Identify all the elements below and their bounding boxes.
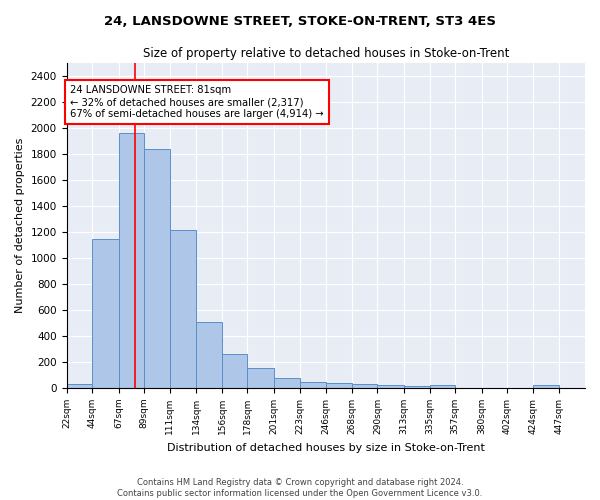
Bar: [196, 322, 222, 388]
Bar: [299, 382, 326, 388]
X-axis label: Distribution of detached houses by size in Stoke-on-Trent: Distribution of detached houses by size …: [167, 442, 485, 452]
Bar: [377, 385, 404, 388]
Bar: [404, 386, 430, 388]
Bar: [352, 384, 377, 388]
Bar: [247, 368, 274, 388]
Bar: [222, 354, 247, 388]
Bar: [430, 386, 455, 388]
Text: 24 LANSDOWNE STREET: 81sqm
← 32% of detached houses are smaller (2,317)
67% of s: 24 LANSDOWNE STREET: 81sqm ← 32% of deta…: [70, 86, 323, 118]
Bar: [67, 384, 92, 388]
Y-axis label: Number of detached properties: Number of detached properties: [15, 138, 25, 313]
Bar: [144, 149, 170, 388]
Bar: [533, 385, 559, 388]
Bar: [326, 382, 352, 388]
Title: Size of property relative to detached houses in Stoke-on-Trent: Size of property relative to detached ho…: [143, 48, 509, 60]
Bar: [92, 238, 119, 388]
Text: 24, LANSDOWNE STREET, STOKE-ON-TRENT, ST3 4ES: 24, LANSDOWNE STREET, STOKE-ON-TRENT, ST…: [104, 15, 496, 28]
Bar: [170, 230, 196, 388]
Text: Contains HM Land Registry data © Crown copyright and database right 2024.
Contai: Contains HM Land Registry data © Crown c…: [118, 478, 482, 498]
Bar: [119, 134, 144, 388]
Bar: [274, 378, 299, 388]
